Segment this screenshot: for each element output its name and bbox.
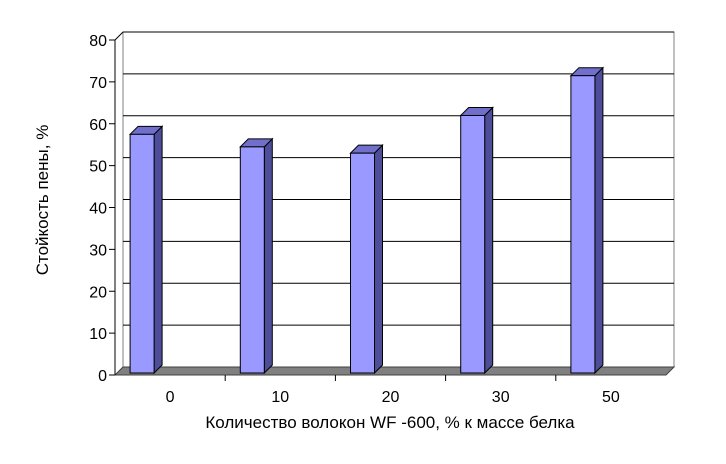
- bar-front: [570, 75, 596, 374]
- bar: [569, 66, 605, 375]
- y-tick-label: 70: [89, 75, 107, 92]
- y-tick-label: 60: [89, 117, 107, 134]
- bar: [349, 143, 384, 375]
- y-tick-label: 30: [89, 242, 107, 259]
- bars: [128, 66, 605, 375]
- bar-side: [374, 143, 383, 375]
- y-tick-label: 80: [89, 33, 107, 50]
- x-tick-label: 20: [382, 389, 400, 406]
- bar: [459, 106, 494, 375]
- x-axis-tick-labels: 0 10 20 30 50: [166, 375, 620, 406]
- x-tick-label: 50: [602, 389, 620, 406]
- bar: [128, 125, 164, 375]
- bar-side: [484, 106, 494, 375]
- bar: [239, 137, 274, 375]
- bar-front: [239, 146, 265, 374]
- x-tick-label: 30: [492, 389, 510, 406]
- y-tick-label: 40: [89, 201, 107, 218]
- bar-side: [263, 137, 273, 375]
- bar-front: [460, 114, 486, 374]
- y-axis: [109, 31, 124, 376]
- x-tick-label: 0: [166, 389, 175, 406]
- y-axis-depth-line: [114, 31, 124, 41]
- x-tick-label: 10: [271, 389, 289, 406]
- bar-front: [129, 133, 155, 374]
- y-tick-label: 10: [89, 326, 107, 343]
- y-tick-label: 20: [89, 284, 107, 301]
- bar-side: [153, 125, 163, 375]
- x-axis-title: Количество волокон WF -600, % к массе бе…: [205, 413, 575, 432]
- y-tick-label: 50: [89, 159, 107, 176]
- y-axis-tick-labels: 0 10 20 30 40 50 60 70 80: [89, 33, 107, 385]
- y-tick-label: 0: [98, 368, 107, 385]
- bar-side: [594, 66, 604, 375]
- y-axis-title: Стойкость пены, %: [33, 125, 52, 276]
- bar-front: [350, 152, 375, 374]
